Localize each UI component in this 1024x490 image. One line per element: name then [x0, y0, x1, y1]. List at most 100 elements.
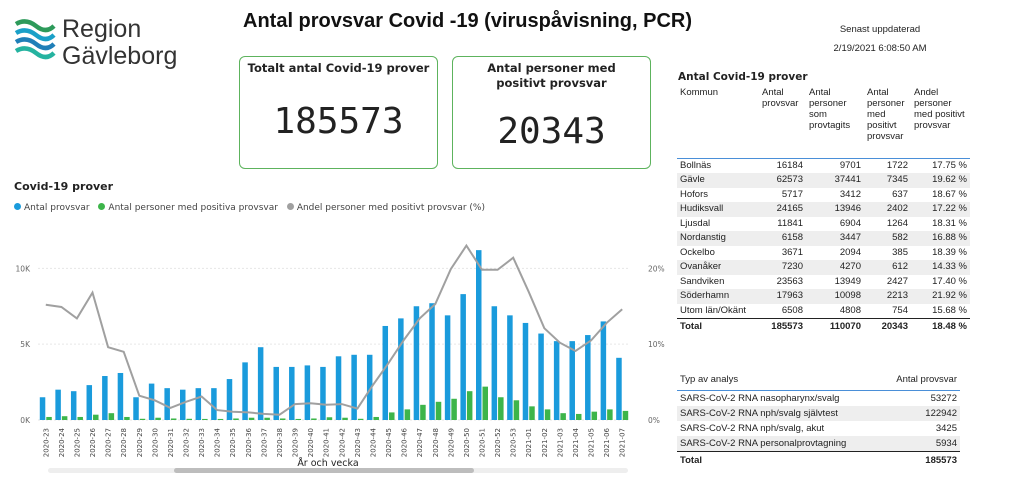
- table-cell: 16.88 %: [911, 231, 970, 246]
- bar-provsvar: [476, 250, 482, 420]
- table-row[interactable]: Ljusdal 11841 6904 1264 18.31 %: [677, 217, 970, 232]
- col-header-kommun[interactable]: Kommun: [677, 86, 759, 159]
- bar-positiva: [498, 397, 504, 420]
- bar-positiva: [482, 386, 488, 420]
- table-row[interactable]: SARS-CoV-2 RNA nph/svalg självtest 122942: [677, 406, 960, 421]
- x-tick-label: 2020-34: [214, 427, 222, 457]
- table-cell: SARS-CoV-2 RNA nph/svalg självtest: [677, 406, 867, 421]
- x-tick-label: 2020-39: [292, 428, 300, 457]
- x-tick-label: 2020-27: [105, 428, 113, 457]
- x-tick-label: 2020-25: [73, 428, 81, 457]
- bar-provsvar: [585, 335, 591, 420]
- table-cell: 385: [892, 246, 908, 258]
- chart-scrollbar-thumb[interactable]: [174, 468, 474, 473]
- table-cell: 19.62 %: [911, 173, 970, 188]
- table-cell: Bollnäs: [680, 159, 712, 171]
- x-tick-label: 2021-07: [619, 428, 627, 457]
- col-header-provsvar[interactable]: Antal provsvar: [759, 86, 806, 159]
- total-tests-label: Totalt antal Covid-19 prover: [247, 61, 430, 75]
- table-cell: 122942: [867, 406, 960, 421]
- bar-provsvar: [180, 389, 186, 420]
- table-row[interactable]: Söderhamn 17963 10098 2213 21.92 %: [677, 289, 970, 304]
- legend-dot-green-icon: [98, 203, 106, 210]
- table-cell: 13949: [834, 275, 861, 287]
- bar-positiva: [591, 411, 598, 420]
- x-tick-label: 2020-50: [463, 428, 471, 457]
- table-row[interactable]: Bollnäs 16184 9701 1722 17.75 %: [677, 158, 970, 173]
- bar-provsvar: [273, 366, 279, 420]
- x-tick-label: 2020-29: [136, 428, 144, 457]
- bar-provsvar: [320, 366, 326, 420]
- x-tick-label: 2020-46: [401, 427, 409, 457]
- table-row[interactable]: Hudiksvall 24165 13946 2402 17.22 %: [677, 202, 970, 217]
- bar-provsvar: [257, 347, 264, 420]
- analys-table-header: Typ av analys Antal provsvar: [677, 373, 960, 391]
- bar-provsvar: [148, 383, 155, 420]
- total-cell: 185573: [759, 318, 806, 336]
- table-cell: 4808: [839, 304, 861, 316]
- table-cell: 17.75 %: [932, 159, 967, 171]
- table-row[interactable]: Ockelbo 3671 2094 385 18.39 %: [677, 246, 970, 261]
- x-tick-label: 2020-43: [354, 428, 362, 457]
- col-header-positiva[interactable]: Antal personer med positivt provsvar: [864, 86, 911, 159]
- bar-provsvar: [335, 356, 342, 420]
- table-row[interactable]: Utom län/Okänt 6508 4808 754 15.68 %: [677, 304, 970, 319]
- table-row[interactable]: Hofors 5717 3412 637 18.67 %: [677, 188, 970, 203]
- table-row[interactable]: SARS-CoV-2 RNA nph/svalg, akut 3425: [677, 421, 960, 436]
- legend-item-share[interactable]: Andel personer med positivt provsvar (%): [286, 203, 485, 213]
- col-header-provtagits[interactable]: Antal personer som provtagits: [806, 86, 864, 159]
- bar-positiva: [435, 401, 442, 420]
- bar-positiva: [311, 418, 317, 420]
- table-cell: 17.40 %: [932, 275, 967, 287]
- table-row[interactable]: Sandviken 23563 13949 2427 17.40 %: [677, 275, 970, 290]
- x-tick-label: 2020-32: [183, 428, 191, 457]
- table-cell: SARS-CoV-2 RNA personalprovtagning: [677, 436, 867, 452]
- kommun-total-row: Total 185573 110070 20343 18.48 %: [677, 318, 970, 336]
- x-tick-label: 2020-40: [307, 428, 315, 457]
- col-header-typ[interactable]: Typ av analys: [677, 373, 867, 391]
- table-cell: Ljusdal: [680, 217, 711, 229]
- bar-provsvar: [491, 306, 498, 420]
- chart-scrollbar[interactable]: [48, 468, 628, 473]
- col-header-antal[interactable]: Antal provsvar: [867, 373, 960, 391]
- col-header-andel[interactable]: Andel personer med positivt provsvar: [911, 86, 970, 159]
- table-cell: Gävle: [677, 173, 759, 188]
- table-cell: 3412: [839, 188, 861, 200]
- table-cell: 637: [892, 188, 908, 200]
- table-cell: Ockelbo: [680, 246, 715, 258]
- table-row[interactable]: SARS-CoV-2 RNA personalprovtagning 5934: [677, 436, 960, 452]
- y-tick-label: 10K: [16, 264, 32, 273]
- legend-item-tests[interactable]: Antal provsvar: [14, 203, 90, 213]
- analys-total-row: Total 185573: [677, 451, 960, 469]
- x-tick-label: 2020-41: [323, 428, 331, 457]
- total-tests-card: Totalt antal Covid-19 prover 185573: [239, 56, 438, 169]
- bar-positiva: [544, 409, 551, 420]
- legend-label-positive: Antal personer med positiva provsvar: [108, 203, 278, 213]
- table-row[interactable]: Gävle 62573 37441 7345 19.62 %: [677, 173, 970, 188]
- legend-label-tests: Antal provsvar: [24, 203, 90, 213]
- region-logo-mark: [14, 19, 56, 60]
- table-row[interactable]: Nordanstig 6158 3447 582 16.88 %: [677, 231, 970, 246]
- bar-provsvar: [289, 366, 295, 420]
- table-cell: 17.22 %: [911, 202, 970, 217]
- x-tick-label: 2020-24: [58, 427, 66, 457]
- table-cell: 7345: [864, 173, 911, 188]
- bar-positiva: [248, 417, 255, 420]
- bar-provsvar: [460, 294, 466, 420]
- bar-positiva: [373, 416, 379, 420]
- table-cell: 7230: [759, 260, 806, 275]
- legend-label-share: Andel personer med positivt provsvar (%): [296, 203, 485, 213]
- table-cell: 11841: [777, 217, 803, 229]
- x-tick-label: 2020-30: [151, 428, 159, 457]
- table-row[interactable]: Ovanåker 7230 4270 612 14.33 %: [677, 260, 970, 275]
- last-updated-value: 2/19/2021 6:08:50 AM: [833, 43, 927, 54]
- bar-positiva: [357, 418, 364, 420]
- bar-provsvar: [304, 365, 311, 420]
- table-row[interactable]: SARS-CoV-2 RNA nasopharynx/svalg 53272: [677, 391, 960, 407]
- table-cell: 2213: [864, 289, 911, 304]
- table-cell: 2427: [886, 275, 908, 287]
- legend-item-positive[interactable]: Antal personer med positiva provsvar: [98, 203, 278, 213]
- table-cell: 14.33 %: [911, 260, 970, 275]
- bar-provsvar: [522, 322, 529, 420]
- kommun-table: Kommun Antal provsvar Antal personer som…: [677, 86, 970, 336]
